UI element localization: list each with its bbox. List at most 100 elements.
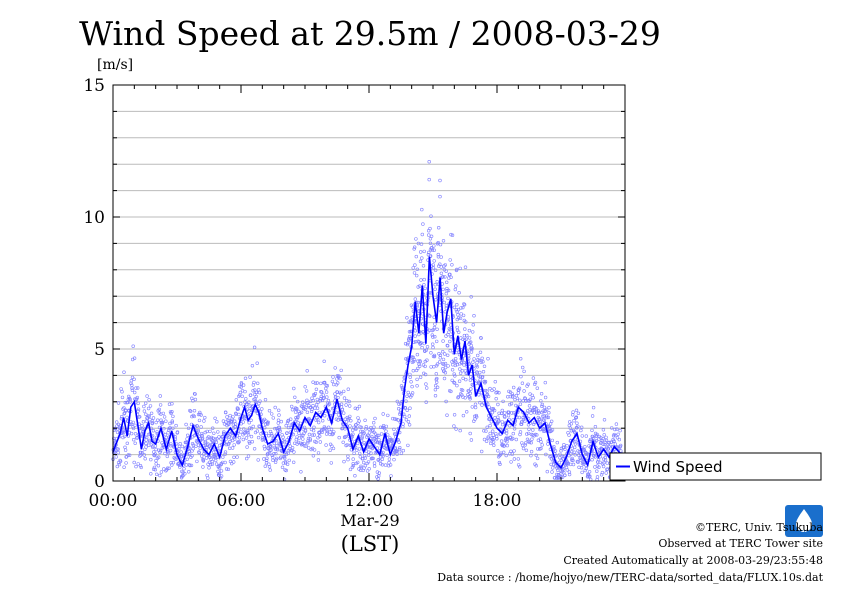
raw-sample-point — [519, 422, 524, 426]
raw-sample-point — [260, 407, 264, 411]
raw-sample-point — [522, 389, 526, 393]
raw-sample-point — [170, 419, 175, 423]
raw-sample-point — [294, 437, 298, 442]
raw-sample-point — [159, 470, 164, 474]
raw-sample-point — [377, 438, 381, 442]
raw-sample-point — [169, 461, 173, 465]
raw-sample-point — [449, 232, 453, 237]
raw-sample-point — [411, 355, 415, 359]
raw-sample-point — [196, 443, 201, 447]
raw-sample-point — [252, 447, 257, 451]
raw-sample-point — [434, 298, 438, 302]
raw-sample-point — [345, 443, 349, 447]
raw-sample-point — [252, 345, 257, 349]
raw-sample-point — [154, 458, 158, 463]
raw-sample-point — [122, 465, 126, 469]
raw-sample-point — [187, 463, 191, 467]
raw-sample-point — [252, 380, 256, 385]
raw-sample-point — [361, 432, 366, 436]
raw-sample-point — [496, 449, 500, 453]
raw-sample-point — [335, 390, 340, 394]
raw-sample-point — [457, 316, 461, 320]
raw-sample-point — [167, 402, 172, 406]
raw-sample-point — [241, 420, 245, 424]
raw-sample-point — [346, 454, 350, 458]
raw-sample-point — [337, 435, 341, 440]
raw-sample-point — [292, 450, 296, 454]
raw-sample-point — [433, 335, 437, 339]
raw-sample-point — [192, 414, 197, 419]
raw-sample-point — [270, 412, 274, 416]
raw-sample-point — [471, 330, 475, 334]
raw-sample-point — [340, 407, 345, 412]
raw-sample-point — [139, 450, 143, 455]
raw-sample-point — [433, 388, 438, 392]
raw-sample-point — [208, 429, 212, 434]
raw-sample-point — [199, 425, 203, 429]
raw-sample-point — [188, 408, 192, 413]
raw-sample-point — [588, 477, 593, 482]
raw-sample-point — [315, 406, 320, 410]
raw-sample-point — [525, 411, 529, 415]
raw-sample-point — [539, 399, 543, 403]
plot-frame — [112, 84, 626, 482]
raw-sample-point — [583, 445, 587, 449]
raw-sample-point — [497, 460, 502, 465]
raw-sample-point — [382, 426, 387, 431]
raw-sample-point — [540, 404, 544, 408]
raw-sample-point — [133, 432, 138, 436]
raw-sample-point — [570, 450, 574, 454]
raw-sample-point — [459, 312, 463, 316]
raw-sample-point — [494, 397, 498, 401]
raw-sample-point — [487, 405, 491, 409]
raw-sample-point — [233, 437, 237, 441]
raw-sample-point — [307, 404, 311, 408]
raw-sample-point — [211, 426, 215, 430]
raw-sample-point — [236, 440, 240, 444]
raw-sample-point — [244, 397, 248, 401]
raw-sample-point — [441, 239, 446, 243]
raw-sample-point — [486, 394, 491, 399]
raw-sample-point — [512, 457, 517, 461]
raw-sample-point — [436, 241, 440, 245]
raw-sample-point — [215, 420, 219, 424]
raw-sample-point — [116, 447, 120, 451]
raw-sample-point — [277, 413, 281, 417]
raw-sample-point — [406, 341, 410, 345]
raw-sample-point — [523, 396, 527, 400]
raw-sample-point — [247, 400, 251, 404]
raw-sample-point — [508, 390, 513, 394]
raw-sample-point — [358, 451, 362, 456]
raw-sample-point — [535, 447, 540, 451]
raw-sample-point — [609, 426, 614, 430]
raw-sample-point — [458, 266, 462, 271]
raw-sample-point — [580, 434, 584, 438]
raw-sample-point — [540, 443, 544, 447]
raw-sample-point — [245, 402, 249, 406]
raw-sample-point — [433, 268, 438, 272]
raw-sample-point — [367, 450, 371, 454]
raw-sample-point — [510, 452, 514, 456]
raw-sample-point — [475, 360, 479, 365]
raw-sample-point — [563, 447, 567, 451]
raw-sample-point — [422, 249, 426, 254]
raw-sample-point — [468, 431, 472, 436]
raw-sample-point — [339, 402, 344, 406]
raw-sample-point — [235, 406, 240, 410]
raw-sample-point — [117, 462, 122, 467]
raw-sample-point — [165, 454, 170, 459]
raw-sample-point — [201, 458, 205, 462]
raw-sample-point — [301, 437, 305, 441]
raw-sample-point — [480, 449, 484, 454]
raw-sample-point — [438, 360, 442, 364]
raw-sample-point — [239, 430, 243, 434]
raw-sample-point — [268, 468, 272, 472]
raw-sample-point — [296, 399, 300, 404]
raw-sample-point — [405, 342, 410, 347]
raw-sample-point — [325, 384, 329, 388]
raw-sample-point — [292, 386, 296, 391]
raw-sample-point — [454, 284, 458, 288]
y-axis-label: [m/s] — [97, 57, 133, 73]
raw-sample-point — [473, 405, 478, 410]
raw-sample-point — [135, 395, 140, 400]
